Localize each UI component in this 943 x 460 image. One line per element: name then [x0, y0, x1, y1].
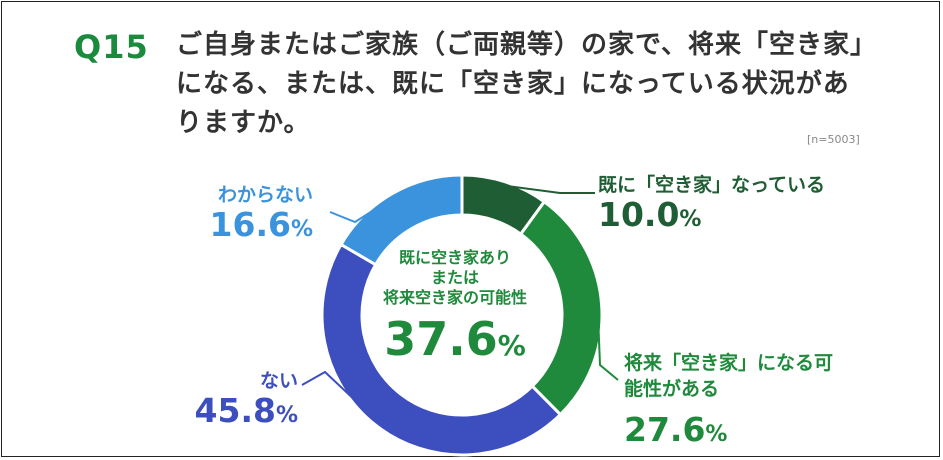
label-future-vacant-name: 将来「空き家」になる可能性がある [624, 352, 834, 400]
center-line-2: または [430, 268, 479, 287]
label-none-value: 45.8 [194, 391, 276, 430]
label-already-vacant: 既に「空き家」なっている 10.0% [598, 170, 825, 238]
center-line-1: 既に空き家あり [398, 248, 511, 267]
leader-future-vacant [596, 304, 619, 381]
center-unit: % [497, 329, 526, 362]
center-value: 37.6 [384, 312, 498, 366]
label-none-name: ない [259, 370, 298, 392]
label-unknown: わからない 16.6% [178, 180, 313, 248]
label-unknown-value: 16.6 [209, 205, 291, 244]
label-unknown-unit: % [290, 217, 313, 242]
label-already-vacant-value: 10.0 [598, 195, 680, 234]
question-number: Q15 [74, 28, 149, 66]
center-line-3: 将来空き家の可能性 [382, 288, 527, 307]
label-already-vacant-unit: % [679, 207, 702, 232]
donut-center-label: 既に空き家あり または 将来空き家の可能性 37.6% [360, 248, 550, 373]
slice-unknown [338, 173, 464, 267]
slice-none [320, 242, 563, 457]
label-future-vacant-unit: % [705, 422, 728, 447]
label-none-unit: % [275, 403, 298, 428]
label-unknown-name: わからない [217, 184, 313, 206]
sample-size: [n=5003] [807, 133, 860, 146]
label-future-vacant-value: 27.6 [624, 410, 706, 449]
label-future-vacant: 将来「空き家」になる可能性がある 27.6% [624, 350, 844, 453]
leader-already-vacant [503, 184, 595, 194]
question-text: ご自身またはご家族（ご両親等）の家で、将来「空き家」になる、または、既に「空き家… [176, 30, 864, 138]
label-already-vacant-name: 既に「空き家」なっている [598, 174, 826, 196]
leader-unknown [329, 196, 395, 224]
label-none: ない 45.8% [178, 366, 298, 434]
leader-none [301, 370, 380, 424]
